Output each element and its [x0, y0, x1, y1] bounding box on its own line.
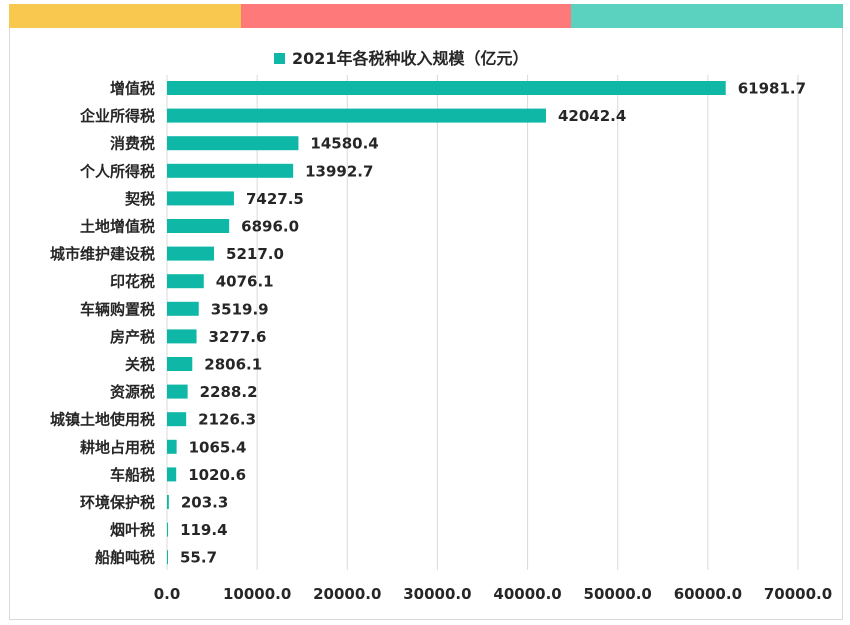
value-label: 119.4: [180, 521, 227, 539]
bar: [167, 495, 169, 509]
x-tick-label: 30000.0: [403, 585, 471, 603]
category-label: 印花税: [110, 273, 155, 291]
top-band-yellow: [9, 4, 241, 28]
bar: [167, 301, 199, 316]
category-label: 环境保护税: [80, 494, 155, 512]
bar: [167, 274, 204, 289]
bar: [167, 191, 234, 206]
legend-swatch: [274, 53, 285, 64]
value-label: 61981.7: [738, 80, 806, 98]
value-label: 2288.2: [200, 383, 258, 401]
value-label: 2806.1: [204, 356, 262, 374]
bar: [167, 467, 177, 482]
top-color-band: [9, 4, 843, 28]
value-label: 14580.4: [310, 135, 378, 153]
category-label: 车辆购置税: [80, 300, 155, 318]
x-tick-label: 70000.0: [764, 585, 832, 603]
bar: [167, 357, 193, 371]
x-tick-label: 20000.0: [313, 585, 381, 603]
value-label: 203.3: [181, 494, 228, 512]
category-label: 资源税: [110, 383, 155, 401]
x-axis-ticks: 0.0 10000.0 20000.0 30000.0 40000.0 50000.0 60…: [154, 585, 832, 603]
value-label: 3519.9: [211, 300, 269, 318]
gridlines: [166, 75, 799, 570]
category-label: 城市维护建设税: [50, 245, 155, 263]
legend-label: 2021年各税种收入规模（亿元）: [292, 49, 529, 68]
value-label: 2126.3: [198, 411, 256, 429]
bar: [167, 329, 197, 344]
category-labels: 增值税企业所得税消费税个人所得税契税土地增值税城市维护建设税印花税车辆购置税房产…: [50, 80, 155, 567]
category-label: 耕地占用税: [80, 438, 155, 456]
value-label: 55.7: [180, 549, 217, 567]
top-band-red: [241, 4, 571, 28]
bar: [167, 136, 299, 151]
x-tick-label: 10000.0: [223, 585, 291, 603]
category-label: 土地增值税: [80, 218, 155, 236]
chart-frame: [9, 4, 843, 620]
value-label: 7427.5: [246, 190, 304, 208]
value-label: 42042.4: [558, 107, 626, 125]
category-label: 车船税: [110, 466, 155, 484]
bar: [167, 246, 215, 261]
category-label: 契税: [124, 190, 155, 208]
category-label: 房产税: [110, 328, 155, 346]
value-label: 1065.4: [189, 438, 247, 456]
bar: [167, 439, 177, 454]
value-label: 5217.0: [226, 245, 284, 263]
bar: [167, 522, 169, 537]
category-label: 增值税: [110, 80, 155, 98]
bar: [167, 163, 294, 178]
x-tick-label: 40000.0: [493, 585, 561, 603]
legend: 2021年各税种收入规模（亿元）: [274, 49, 529, 68]
bar: [167, 384, 188, 399]
category-label: 烟叶税: [110, 521, 155, 539]
category-label: 消费税: [110, 135, 155, 153]
category-label: 企业所得税: [79, 107, 155, 125]
bar: [167, 550, 168, 565]
category-label: 城镇土地使用税: [50, 411, 155, 429]
value-label: 3277.6: [209, 328, 267, 346]
value-label: 13992.7: [305, 162, 373, 180]
bars: [167, 81, 726, 565]
x-tick-label: 50000.0: [584, 585, 652, 603]
value-label: 1020.6: [188, 466, 246, 484]
x-tick-label: 60000.0: [674, 585, 742, 603]
category-label: 船舶吨税: [95, 549, 155, 567]
value-label: 6896.0: [241, 218, 299, 236]
bar: [167, 108, 546, 123]
bar: [167, 412, 187, 427]
x-tick-label: 0.0: [154, 585, 181, 603]
top-band-teal: [571, 4, 843, 28]
category-label: 关税: [125, 356, 155, 374]
bar: [167, 81, 726, 95]
category-label: 个人所得税: [79, 162, 155, 180]
value-label: 4076.1: [216, 273, 274, 291]
bar: [167, 219, 230, 233]
